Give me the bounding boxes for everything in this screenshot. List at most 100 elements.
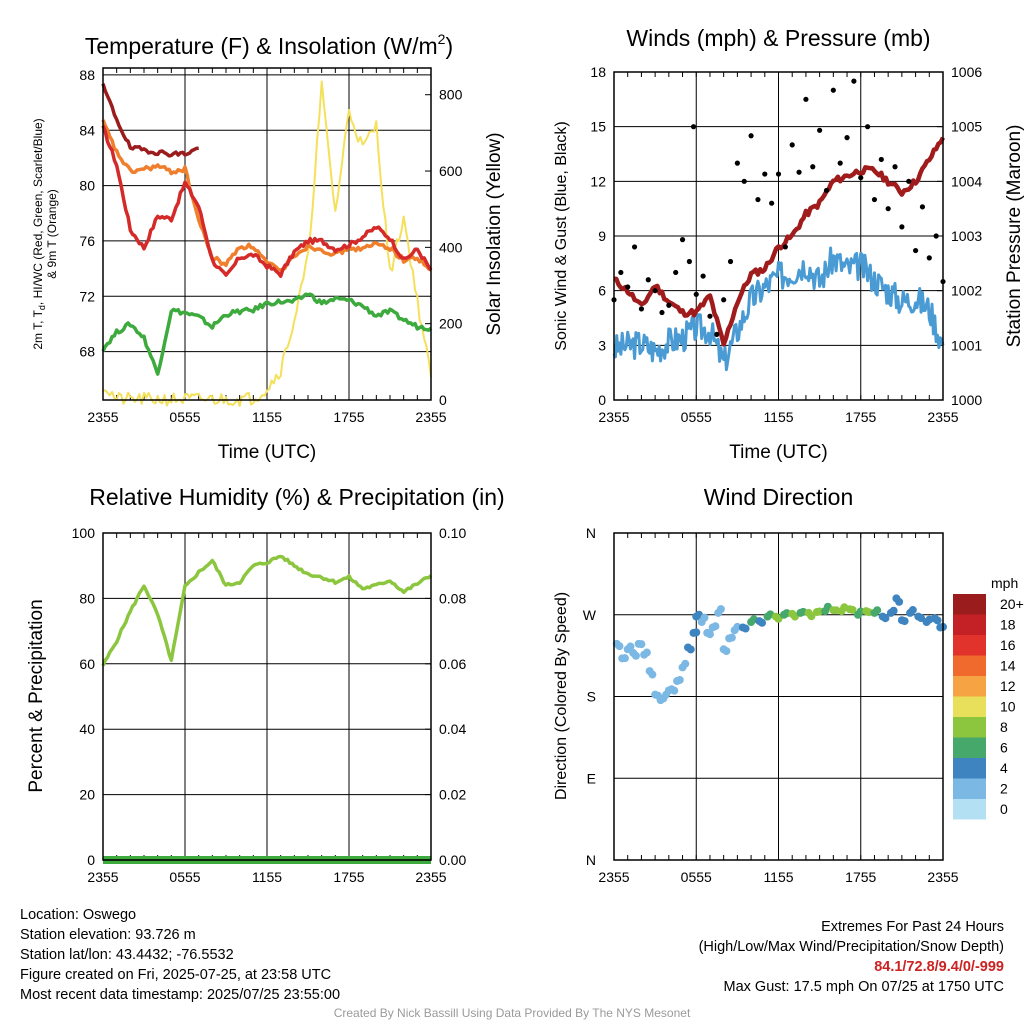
direction-point <box>758 618 767 627</box>
y-tick-label: 40 <box>79 721 95 737</box>
y-tick-label: 84 <box>79 122 95 138</box>
gust-point <box>775 171 782 177</box>
y-axis-label-line2: & 9m T (Orange) <box>45 189 59 279</box>
plot-border <box>613 532 944 861</box>
x-axis-label: Time (UTC) <box>218 442 317 463</box>
gust-point <box>830 87 836 93</box>
gust-point <box>686 258 692 265</box>
direction-point <box>807 612 816 621</box>
series-line <box>613 136 946 347</box>
y-tick-label: 72 <box>79 288 95 304</box>
y-tick-label: 60 <box>79 656 95 672</box>
gust-point <box>865 124 871 130</box>
x-tick-label: 2355 <box>927 409 958 425</box>
gust-point <box>727 258 734 265</box>
gust-point <box>700 273 706 279</box>
station-latlon: Station lat/lon: 43.4432; -76.5532 <box>20 947 234 963</box>
gust-point <box>673 269 679 276</box>
colorbar-label: 20+ <box>1000 596 1024 612</box>
x-tick-label: 1755 <box>845 409 876 425</box>
gust-point <box>885 206 891 212</box>
x-tick-label: 1755 <box>333 869 364 885</box>
colorbar-label: 14 <box>1000 658 1016 674</box>
figure-created: Figure created on Fri, 2025-07-25, at 23… <box>20 967 332 983</box>
series-line <box>101 124 433 278</box>
y-tick-label: 68 <box>79 344 95 360</box>
gust-point <box>755 196 761 203</box>
colorbar-title: mph <box>991 575 1018 591</box>
plot-border <box>102 532 432 861</box>
extremes-title: Extremes For Past 24 Hours <box>821 919 1004 935</box>
y2-axis-label: Solar Insolation (Yellow) <box>484 132 505 335</box>
y-tick-label: 88 <box>79 67 95 83</box>
gust-point <box>625 284 631 290</box>
x-tick-label: 1155 <box>252 409 282 425</box>
chart-title: Relative Humidity (%) & Precipitation (i… <box>89 484 504 510</box>
extremes-values: 84.1/72.8/9.4/0/-999 <box>874 959 1004 975</box>
gust-point <box>844 135 850 141</box>
panel-2: 2355 0555 1155 1755 23550204060801000.000.02… <box>26 484 505 885</box>
direction-point <box>626 642 635 651</box>
direction-point <box>686 645 695 654</box>
x-tick-label: 2355 <box>87 409 118 425</box>
y2-tick-label: 1000 <box>951 392 982 408</box>
colorbar-label: 6 <box>1000 740 1008 756</box>
meteogram-figure: 2355 0555 1155 1755 235568727680848802004006… <box>26 25 1024 885</box>
colorbar-swatch <box>953 737 986 758</box>
direction-point <box>895 597 904 606</box>
colorbar-label: 8 <box>1000 719 1008 735</box>
y-tick-label: S <box>587 689 596 705</box>
x-tick-label: 2355 <box>415 409 446 425</box>
direction-point <box>848 605 857 614</box>
colorbar-swatch <box>953 758 986 779</box>
colorbar-swatch <box>953 594 986 615</box>
chart-title: Wind Direction <box>704 484 854 510</box>
direction-point <box>631 651 640 660</box>
gust-point <box>810 164 816 170</box>
gust-point <box>817 127 823 133</box>
x-tick-label: 1755 <box>845 869 876 885</box>
colorbar-label: 16 <box>1000 637 1016 653</box>
plot-border <box>613 71 944 401</box>
y2-tick-label: 200 <box>439 316 463 332</box>
gust-point <box>789 142 795 148</box>
y-tick-label: 6 <box>598 283 606 299</box>
extremes-panel: Extremes For Past 24 Hours (High/Low/Max… <box>699 917 1004 997</box>
plot-border <box>102 67 432 401</box>
x-tick-label: 2355 <box>598 409 629 425</box>
station-elevation: Station elevation: 93.726 m <box>20 927 196 943</box>
y-axis-label: Percent & Precipitation <box>26 599 47 792</box>
series-line <box>612 246 945 372</box>
direction-point <box>889 606 898 615</box>
gust-point <box>926 255 932 261</box>
colorbar-swatch <box>953 614 986 635</box>
gust-point <box>666 302 672 308</box>
y2-tick-label: 1006 <box>951 64 982 80</box>
y2-tick-label: 1005 <box>951 119 982 135</box>
gust-point <box>906 178 912 184</box>
chart-title-end: ) <box>445 33 453 59</box>
direction-point <box>900 617 909 626</box>
direction-point <box>637 640 646 649</box>
y2-tick-label: 800 <box>439 87 463 103</box>
direction-point <box>873 606 882 615</box>
gust-point <box>919 204 926 210</box>
direction-point <box>917 614 926 623</box>
colorbar-swatch <box>953 676 986 697</box>
direction-point <box>620 654 629 663</box>
y-tick-label: 0 <box>598 392 606 408</box>
y-axis-label: 2m T, Td, HI/WC (Red, Green, Scarlet/Blu… <box>31 118 47 349</box>
direction-point <box>705 630 714 639</box>
x-tick-label: 0555 <box>169 869 200 885</box>
recent-timestamp: Most recent data timestamp: 2025/07/25 2… <box>20 987 341 1003</box>
direction-point <box>716 605 725 614</box>
chart-title: Temperature (F) & Insolation (W/m2) <box>85 31 453 59</box>
chart-title-text: Temperature (F) & Insolation (W/m <box>85 33 438 59</box>
direction-point <box>881 614 890 623</box>
y-axis-label: Direction (Colored By Speed) <box>553 592 570 800</box>
direction-point <box>774 614 783 623</box>
gust-point <box>823 187 830 194</box>
y-tick-label: 80 <box>79 590 95 606</box>
x-tick-label: 2355 <box>927 869 958 885</box>
y2-tick-label: 0.08 <box>439 590 466 606</box>
